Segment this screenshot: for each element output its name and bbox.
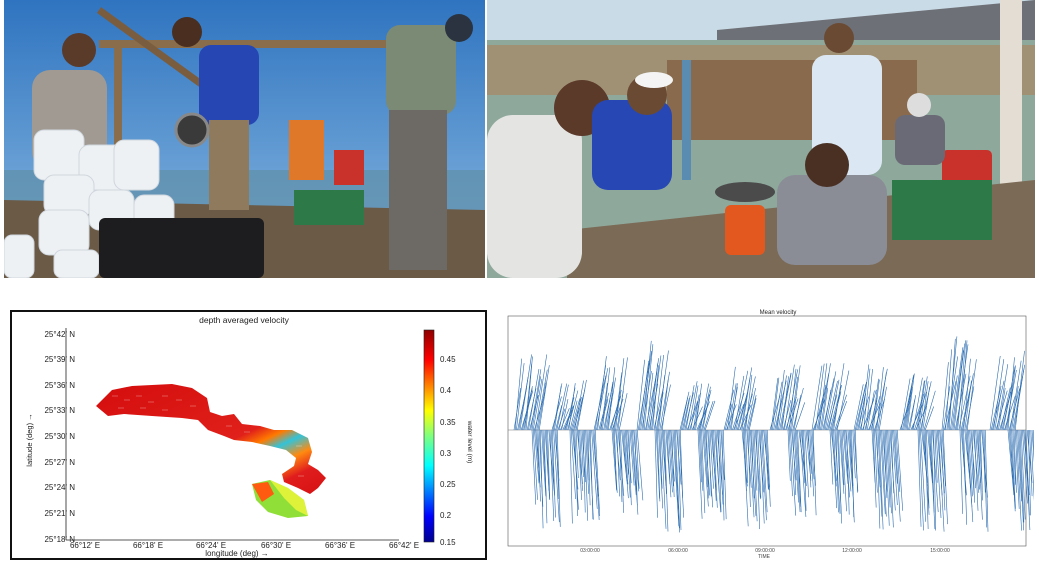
map-x-tick: 66°42' E	[389, 541, 419, 550]
map-y-tick: 25°24' N	[44, 483, 75, 492]
ebb-stick	[943, 430, 947, 524]
velocity-x-tick: 03:00:00	[580, 548, 600, 554]
map-x-tick: 66°18' E	[133, 541, 163, 550]
map-y-label: latitude (deg) →	[25, 413, 34, 466]
map-x-tick: 66°36' E	[325, 541, 355, 550]
flood-stick	[922, 381, 929, 430]
ebb-stick	[679, 430, 684, 518]
colorbar-label: water level (m)	[466, 420, 473, 464]
ebb-stick	[855, 430, 857, 493]
map-x-label: longitude (deg) →	[205, 549, 269, 558]
ebb-stick	[897, 430, 903, 511]
photo-boat-deployment-drawing	[4, 0, 485, 278]
flood-stick	[834, 363, 844, 430]
colorbar-tick: 0.15	[440, 538, 456, 547]
velocity-x-tick: 15:00:00	[930, 548, 950, 554]
flood-stick	[925, 407, 934, 430]
flood-stick	[539, 365, 549, 430]
ebb-stick	[788, 430, 790, 481]
depth-averaged-velocity-chart: depth averaged velocity 25°42' N 25°39' …	[12, 312, 485, 558]
map-y-tick: 25°21' N	[44, 509, 75, 518]
field-photo-boat-deployment	[4, 0, 485, 278]
flood-stick	[662, 379, 668, 430]
ebb-stick	[595, 430, 600, 516]
ebb-stick	[793, 430, 796, 495]
depth-averaged-velocity-panel: depth averaged velocity 25°42' N 25°39' …	[10, 310, 487, 560]
ebb-stick	[935, 430, 937, 483]
map-y-tick: 25°30' N	[44, 432, 75, 441]
ebb-stick	[674, 430, 679, 532]
photo-harbour-instrument-drawing	[487, 0, 1035, 278]
flood-stick	[873, 380, 879, 430]
velocity-field-plume	[96, 384, 326, 518]
velocity-x-tick: 06:00:00	[668, 548, 688, 554]
velocity-x-tick: 12:00:00	[842, 548, 862, 554]
ebb-stick	[1019, 430, 1024, 530]
ebb-stick	[853, 430, 855, 478]
flood-stick	[607, 378, 615, 430]
map-y-tick: 25°36' N	[44, 381, 75, 390]
colorbar-tick-labels: 0.45 0.4 0.35 0.3 0.25 0.2 0.15	[440, 355, 456, 547]
mean-velocity-panel: Mean velocity 03:00:00 06:00:00 09:00:00…	[502, 306, 1034, 560]
flood-stick	[699, 387, 710, 430]
colorbar-tick: 0.35	[440, 418, 456, 427]
colorbar	[424, 330, 434, 542]
velocity-title: Mean velocity	[760, 310, 797, 316]
ebb-stick	[655, 430, 658, 518]
velocity-stick-vectors	[514, 336, 1034, 533]
velocity-x-label: TIME	[758, 554, 771, 560]
ebb-stick	[830, 430, 833, 484]
map-y-tick: 25°27' N	[44, 458, 75, 467]
flood-stick	[641, 351, 652, 430]
map-title: depth averaged velocity	[199, 315, 290, 325]
flood-stick	[608, 367, 614, 430]
colorbar-tick: 0.45	[440, 355, 456, 364]
map-y-tick: 25°42' N	[44, 330, 75, 339]
flood-stick	[577, 380, 586, 430]
ebb-stick	[612, 430, 617, 490]
colorbar-tick: 0.25	[440, 480, 456, 489]
map-y-tick: 25°39' N	[44, 355, 75, 364]
ebb-stick	[918, 430, 921, 527]
map-y-tick: 25°33' N	[44, 406, 75, 415]
flood-stick	[574, 395, 584, 430]
flood-stick	[653, 365, 659, 430]
ebb-stick	[752, 430, 755, 498]
colorbar-tick: 0.4	[440, 386, 452, 395]
flood-stick	[942, 362, 948, 430]
field-photo-harbour-instrument	[487, 0, 1035, 278]
flood-stick	[705, 401, 715, 430]
colorbar-tick: 0.2	[440, 511, 452, 520]
ebb-stick	[575, 430, 578, 516]
flood-stick	[910, 395, 916, 430]
mean-velocity-chart: Mean velocity 03:00:00 06:00:00 09:00:00…	[502, 306, 1034, 560]
map-y-tick-labels: 25°42' N 25°39' N 25°36' N 25°33' N 25°3…	[44, 330, 75, 544]
colorbar-tick: 0.3	[440, 449, 452, 458]
map-x-tick: 66°12' E	[70, 541, 100, 550]
flood-stick	[659, 375, 665, 430]
